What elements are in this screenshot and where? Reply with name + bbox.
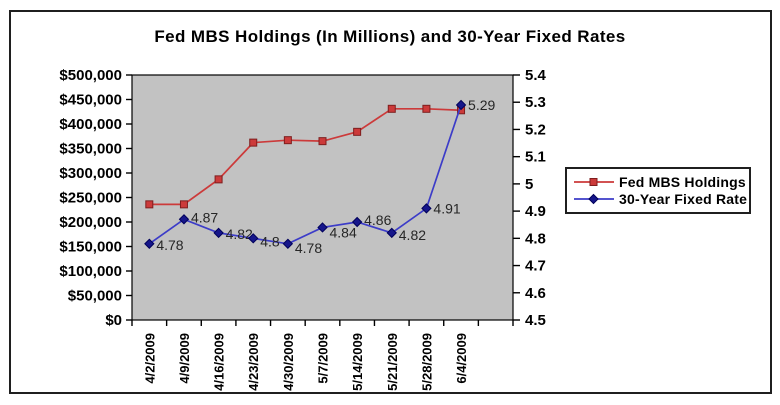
left-axis-tick-label: $350,000: [59, 141, 122, 158]
legend-label-30-year-fixed-rate: 30-Year Fixed Rate: [619, 190, 748, 207]
left-axis-tick-label: $0: [105, 312, 122, 329]
legend-item-30-year-fixed-rate: 30-Year Fixed Rate: [573, 190, 747, 207]
data-point-marker: [317, 222, 328, 233]
series-fed-mbs-holdings: [145, 104, 466, 209]
x-axis-tick-label: 5/7/2009: [316, 333, 331, 384]
data-point-marker: [248, 233, 259, 244]
data-point-marker: [144, 238, 155, 249]
data-point-label: 4.87: [191, 209, 218, 225]
x-axis-tick-label: 5/14/2009: [350, 333, 365, 391]
x-axis-tick-label: 4/23/2009: [246, 333, 261, 391]
right-axis: 4.5 4.6 4.7 4.8 4.9 5 5.1 5.2 5.3 5.4: [513, 67, 547, 329]
right-axis-tick-label: 5: [525, 176, 533, 193]
left-axis-tick-label: $500,000: [59, 67, 122, 84]
left-axis-tick-label: $250,000: [59, 190, 122, 207]
data-point-marker: [179, 200, 188, 209]
left-axis-tick-label: $150,000: [59, 239, 122, 256]
red-square-series-marker-icon: [574, 177, 614, 186]
data-point-marker: [422, 104, 431, 113]
data-point-label: 5.29: [468, 97, 495, 113]
right-axis-tick-label: 5.1: [525, 149, 546, 166]
x-axis-tick-label: 4/2/2009: [142, 333, 157, 384]
legend: Fed MBS Holdings 30-Year Fixed Rate: [565, 167, 751, 214]
data-point-label: 4.91: [433, 200, 460, 216]
data-point-marker: [318, 137, 327, 146]
data-point-marker: [178, 214, 190, 225]
data-point-marker: [351, 216, 363, 228]
right-axis-tick-label: 4.9: [525, 203, 546, 220]
left-axis-tick-label: $200,000: [59, 214, 122, 231]
left-axis-tick-label: $400,000: [59, 116, 122, 133]
data-point-marker: [214, 175, 223, 184]
right-axis-tick-label: 5.4: [525, 67, 547, 84]
data-point-label: 4.84: [330, 224, 357, 240]
chart-title: Fed MBS Holdings (In Millions) and 30-Ye…: [154, 27, 626, 46]
data-point-label: 4.82: [226, 226, 253, 242]
right-axis-tick-label: 4.5: [525, 312, 546, 329]
data-point-marker: [249, 138, 258, 147]
left-axis-tick-label: $100,000: [59, 263, 122, 280]
data-point-marker: [282, 238, 294, 249]
x-axis-tick-label: 5/28/2009: [419, 333, 434, 391]
blue-diamond-series-marker-icon: [574, 193, 614, 204]
data-point-marker: [213, 227, 224, 239]
data-point-label: 4.78: [156, 237, 183, 253]
x-axis-tick-label: 4/30/2009: [281, 333, 296, 391]
left-axis: $0 $50,000 $100,000 $150,000 $200,000 $250,00…: [59, 67, 132, 329]
x-axis-tick-label: 6/4/2009: [454, 333, 469, 384]
data-point-marker: [353, 127, 362, 136]
right-axis-tick-label: 4.7: [525, 258, 546, 275]
data-point-marker: [386, 227, 397, 239]
legend-item-fed-mbs-holdings: Fed MBS Holdings: [573, 173, 746, 190]
x-axis-tick-label: 4/9/2009: [177, 333, 192, 384]
right-axis-tick-label: 5.3: [525, 94, 546, 111]
right-axis-tick-label: 5.2: [525, 121, 546, 138]
x-axis-tick-label: 4/16/2009: [212, 333, 227, 391]
x-axis: 4/2/2009 4/9/2009 4/16/2009 4/23/2009 4/30/2…: [131, 320, 514, 391]
series-30-year-fixed-rate: 4.78 4.87 4.82 4.8 4.78 4.84 4.86 4.82 4.91 5.29: [144, 97, 496, 256]
data-point-label: 4.82: [399, 227, 426, 243]
data-point-marker: [283, 136, 292, 145]
data-point-label: 4.8: [260, 233, 280, 249]
left-axis-tick-label: $300,000: [59, 165, 122, 182]
right-axis-tick-label: 4.8: [525, 230, 546, 247]
left-axis-tick-label: $450,000: [59, 92, 122, 109]
data-point-marker: [145, 200, 154, 209]
plot-background: [131, 74, 514, 321]
data-point-label: 4.86: [364, 212, 391, 228]
data-point-marker: [455, 99, 467, 111]
data-point-marker: [421, 203, 432, 214]
legend-label-fed-mbs-holdings: Fed MBS Holdings: [619, 173, 746, 190]
left-axis-tick-label: $50,000: [68, 288, 122, 305]
right-axis-tick-label: 4.6: [525, 285, 546, 302]
data-point-marker: [387, 104, 396, 113]
x-axis-tick-label: 5/21/2009: [385, 333, 400, 391]
data-point-label: 4.78: [295, 240, 322, 256]
